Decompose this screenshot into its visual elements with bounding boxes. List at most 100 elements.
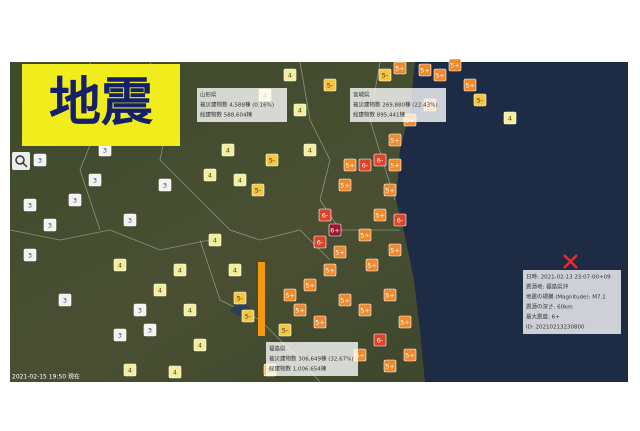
- intensity-marker: [143, 323, 157, 337]
- info-text: 福島県: [269, 345, 286, 353]
- intensity-marker: [473, 93, 487, 107]
- intensity-label: 3: [128, 217, 132, 225]
- intensity-marker: [123, 363, 137, 377]
- intensity-marker: [265, 153, 279, 167]
- info-text: 日時: 2021-02-13 23:07:00+09: [526, 273, 611, 281]
- intensity-label: 6-: [397, 217, 404, 225]
- intensity-marker: [173, 263, 187, 277]
- info-box: [197, 88, 287, 122]
- intensity-marker: [373, 208, 387, 222]
- intensity-marker: [448, 58, 462, 72]
- intensity-marker: [393, 61, 407, 75]
- info-box: [350, 88, 446, 122]
- intensity-label: 5-: [245, 313, 252, 321]
- intensity-label: 5+: [435, 72, 445, 80]
- intensity-label: 5+: [420, 67, 430, 75]
- intensity-label: 3: [38, 157, 42, 165]
- intensity-label: 4: [238, 177, 242, 185]
- intensity-marker: [183, 303, 197, 317]
- intensity-label: 5+: [305, 282, 315, 290]
- intensity-marker: [283, 288, 297, 302]
- intensity-marker: [58, 293, 72, 307]
- intensity-marker: [123, 213, 137, 227]
- intensity-label: 3: [63, 297, 67, 305]
- search-button[interactable]: [12, 152, 30, 170]
- intensity-marker: [343, 158, 357, 172]
- epicenter-mark: [563, 254, 578, 269]
- intensity-marker: [278, 323, 292, 337]
- intensity-marker: [403, 348, 417, 362]
- intensity-marker: [203, 168, 217, 182]
- info-text: 地震の規模 (Magnitude): M7.1: [526, 293, 606, 301]
- intensity-marker: [373, 333, 387, 347]
- intensity-marker: [221, 143, 235, 157]
- intensity-marker: [318, 208, 332, 222]
- info-box: [266, 342, 358, 376]
- intensity-label: 5+: [385, 187, 395, 195]
- intensity-marker: [303, 278, 317, 292]
- intensity-label: 5+: [355, 352, 365, 360]
- intensity-label: 5+: [335, 249, 345, 257]
- intensity-marker: [378, 68, 392, 82]
- info-text: 被災建物数 4,588棟 (0.16%): [200, 101, 274, 109]
- intensity-label: 6-: [322, 212, 329, 220]
- intensity-label: 3: [138, 307, 142, 315]
- intensity-label: 5-: [282, 327, 289, 335]
- intensity-label: 5+: [345, 162, 355, 170]
- intensity-marker: [383, 359, 397, 373]
- intensity-label: 5+: [315, 319, 325, 327]
- intensity-label: 6-: [362, 162, 369, 170]
- intensity-label: 3: [118, 332, 122, 340]
- intensity-marker: [358, 228, 372, 242]
- info-text: 総建物数 895,441棟: [353, 111, 405, 119]
- intensity-marker: [23, 198, 37, 212]
- intensity-label: 5+: [325, 267, 335, 275]
- intensity-marker: [313, 235, 327, 249]
- intensity-label: 5-: [477, 97, 484, 105]
- intensity-marker: [293, 303, 307, 317]
- intensity-label: 4: [508, 115, 512, 123]
- intensity-label: 5+: [465, 82, 475, 90]
- intensity-label: 4: [226, 147, 230, 155]
- timestamp: 2021-02-15 19:50 現在: [12, 373, 80, 381]
- intensity-marker: [358, 303, 372, 317]
- info-text: 宮城県: [353, 91, 370, 99]
- info-text: 震源地: 福島県沖: [526, 283, 569, 291]
- title-box: [22, 64, 180, 146]
- intensity-marker: [338, 293, 352, 307]
- intensity-marker: [113, 258, 127, 272]
- intensity-marker: [418, 63, 432, 77]
- intensity-marker: [398, 315, 412, 329]
- info-text: 被災建物数 269,880棟 (22.43%): [353, 101, 438, 109]
- intensity-marker: [388, 158, 402, 172]
- intensity-label: 4: [198, 342, 202, 350]
- intensity-label: 5+: [390, 247, 400, 255]
- intensity-marker: [303, 143, 317, 157]
- info-text: ID: 20210213230800: [526, 325, 585, 331]
- intensity-marker: [208, 233, 222, 247]
- intensity-marker: [383, 183, 397, 197]
- intensity-marker: [338, 178, 352, 192]
- intensity-label: 5+: [385, 363, 395, 371]
- intensity-marker: [43, 218, 57, 232]
- intensity-label: 3: [28, 252, 32, 260]
- intensity-label: 3: [48, 222, 52, 230]
- intensity-marker: [68, 193, 82, 207]
- intensity-marker: [153, 283, 167, 297]
- intensity-label: 3: [103, 147, 107, 155]
- intensity-label: 5+: [340, 182, 350, 190]
- intensity-marker: [113, 328, 127, 342]
- intensity-marker: [333, 245, 347, 259]
- intensity-marker: [193, 338, 207, 352]
- info-text: 総建物数 1,006,654棟: [269, 365, 327, 373]
- intensity-label: 5-: [382, 72, 389, 80]
- info-box: [523, 270, 621, 334]
- intensity-marker: [365, 258, 379, 272]
- intensity-label: 5+: [390, 162, 400, 170]
- intensity-label: 5+: [295, 307, 305, 315]
- intensity-label: 5+: [390, 137, 400, 145]
- intensity-label: 5-: [237, 295, 244, 303]
- intensity-label: 6-: [317, 239, 324, 247]
- intensity-label: 4: [188, 307, 192, 315]
- intensity-marker: [158, 178, 172, 192]
